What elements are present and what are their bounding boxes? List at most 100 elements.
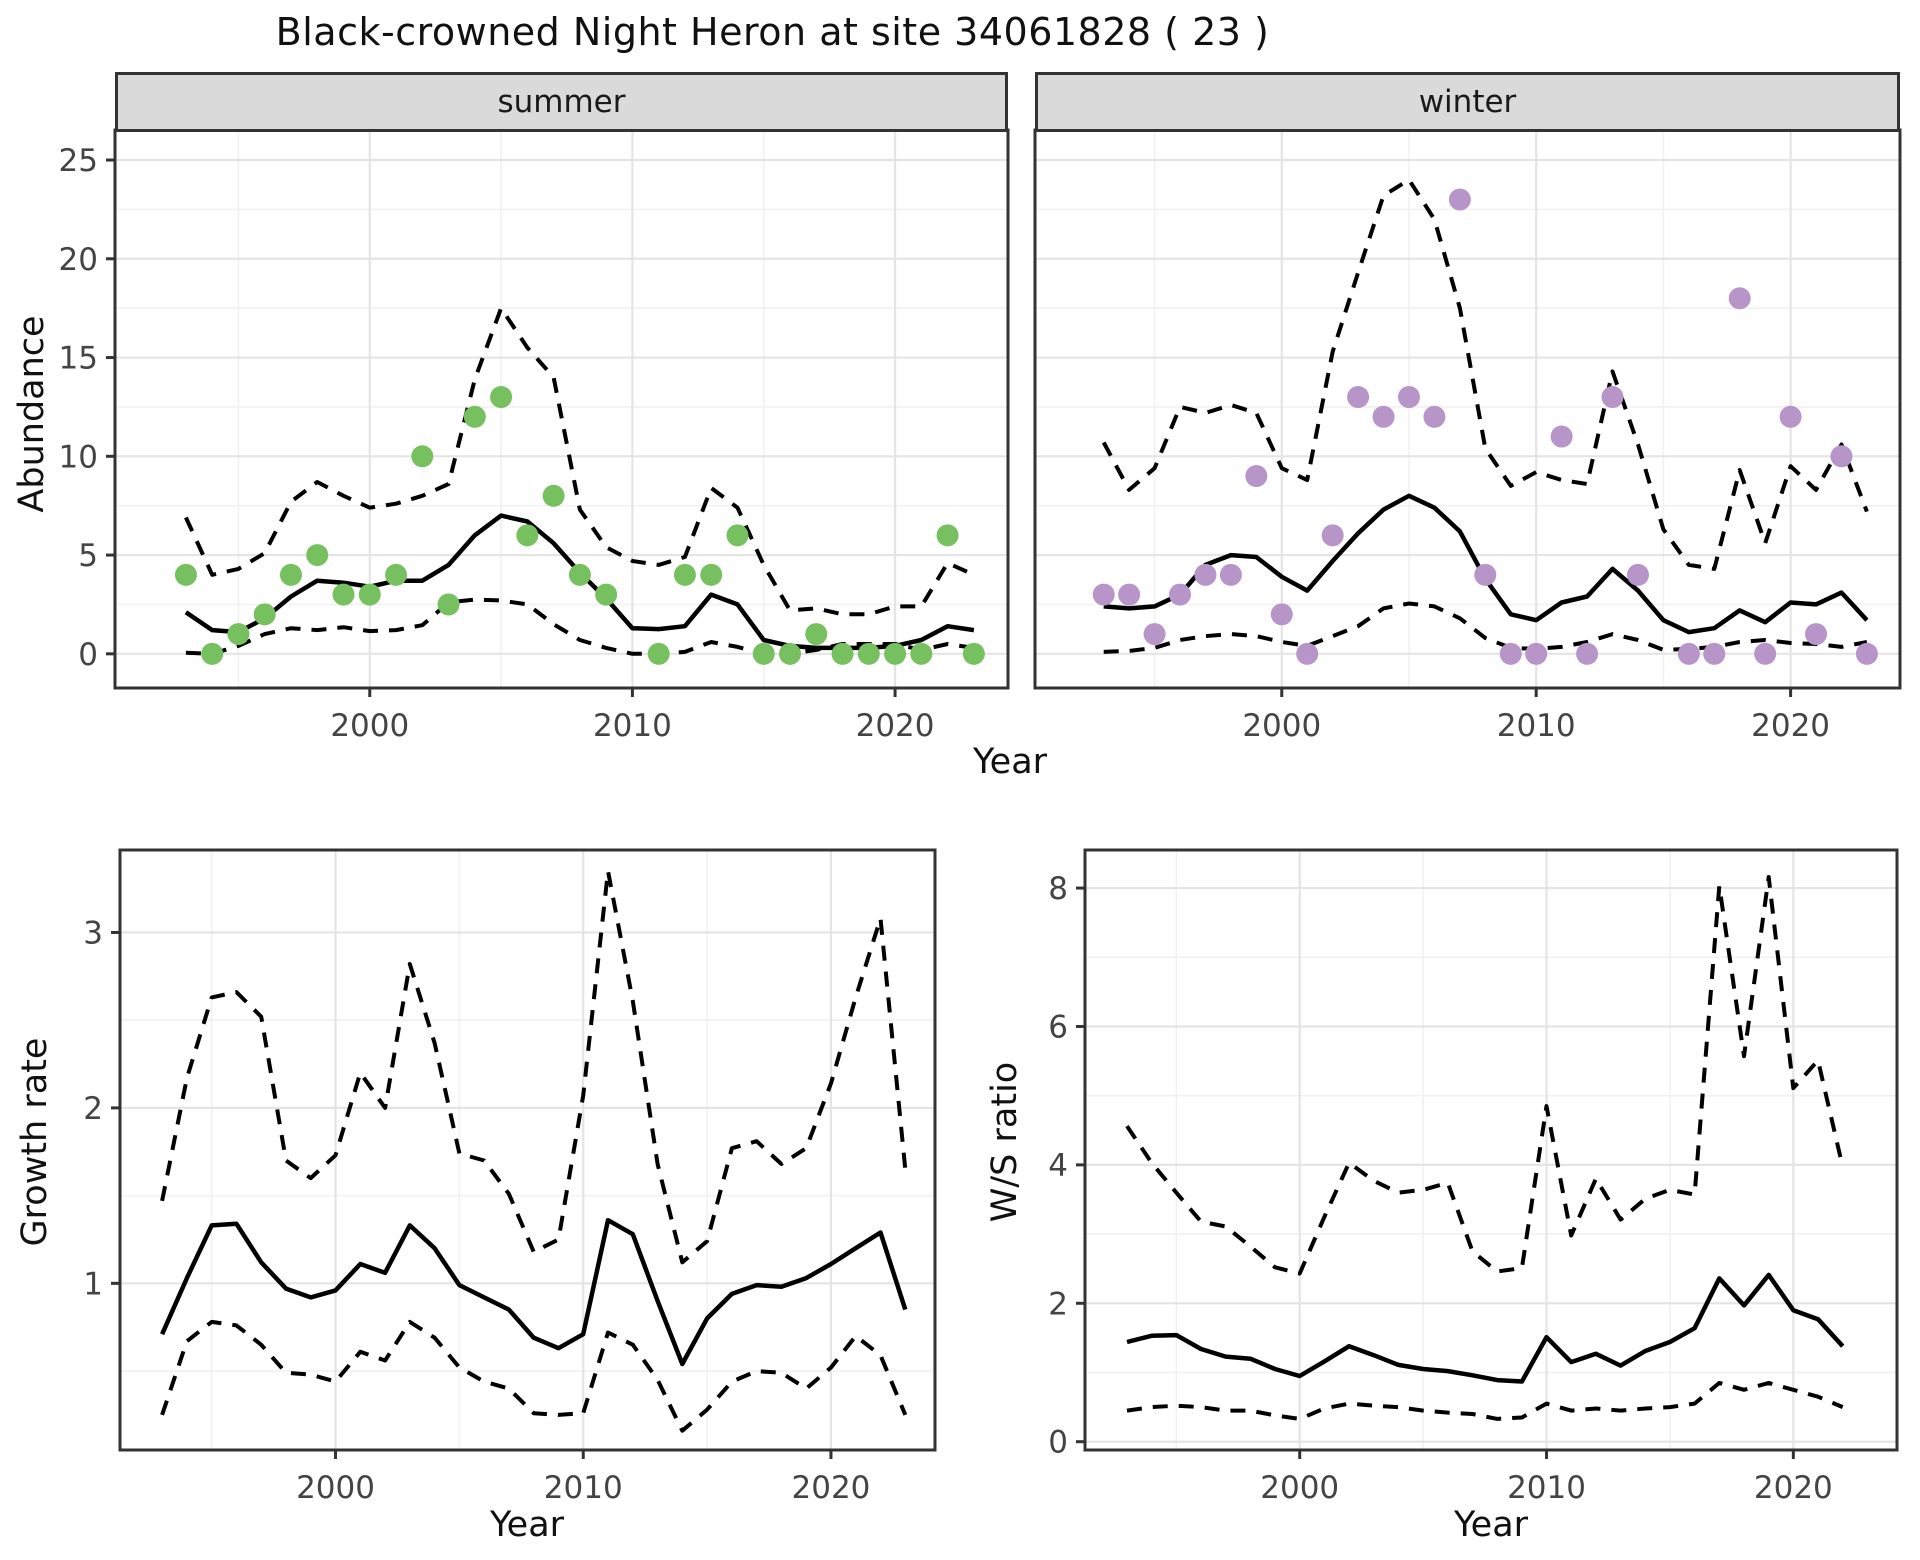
x-tick-label: 2020 — [792, 1470, 871, 1506]
facet-strip-summer: summer — [115, 72, 1008, 132]
gridlines-major — [1035, 130, 1900, 688]
x-tick-label: 2010 — [593, 708, 672, 744]
x-tick-label: 2020 — [1754, 1470, 1833, 1506]
y-tick-label: 3 — [83, 915, 103, 951]
data-point — [516, 524, 539, 547]
panel-growth: 2000 2010 2020 1 2 3 — [83, 848, 937, 1506]
axis-ticks-growth: 2000 2010 2020 1 2 3 — [83, 915, 870, 1506]
y-axis-title-ws-ratio: W/S ratio — [985, 1061, 1025, 1223]
data-point — [910, 642, 933, 665]
data-point — [831, 642, 854, 665]
data-point — [542, 484, 565, 507]
gridlines-major — [1085, 850, 1897, 1450]
data-point — [1830, 445, 1853, 468]
data-point — [700, 563, 723, 586]
data-point — [411, 445, 434, 468]
data-point — [805, 623, 828, 646]
x-tick-label: 2000 — [1242, 708, 1321, 744]
x-tick-label: 2010 — [544, 1470, 623, 1506]
data-point — [1423, 405, 1446, 428]
data-point — [385, 563, 408, 586]
y-tick-label: 10 — [59, 439, 98, 475]
data-point — [463, 405, 486, 428]
y-tick-label: 1 — [83, 1266, 103, 1302]
axis-ticks-winter: 2000 2010 2020 — [1242, 688, 1830, 744]
y-tick-label: 2 — [1048, 1286, 1068, 1322]
data-point — [1347, 386, 1370, 409]
series-upper95 — [1101, 177, 1869, 571]
facet-label-summer: summer — [497, 84, 626, 120]
data-point — [647, 642, 670, 665]
y-axis-title-growth-rate: Growth rate — [15, 1037, 55, 1247]
axis-ticks-summer: 2000 2010 2020 0 5 10 15 20 25 — [59, 143, 935, 744]
x-tick-label: 2010 — [1507, 1470, 1586, 1506]
panel-winter: 2000 2010 2020 — [1033, 128, 1902, 744]
data-point — [1448, 188, 1471, 211]
data-point — [1525, 642, 1548, 665]
y-tick-label: 25 — [59, 143, 98, 179]
x-axis-title-year-top: Year — [972, 742, 1048, 782]
series-median — [160, 1217, 908, 1367]
data-point — [1499, 642, 1522, 665]
data-point — [595, 583, 618, 606]
series-lower95 — [160, 1319, 908, 1433]
data-point — [306, 544, 329, 567]
x-tick-label: 2020 — [1751, 708, 1830, 744]
series-median — [1126, 1272, 1845, 1384]
gridlines-major — [120, 850, 935, 1450]
series-lower95 — [1103, 601, 1868, 654]
gridlines-minor — [1085, 850, 1897, 1450]
x-tick-label: 2000 — [330, 708, 409, 744]
data-point — [1550, 425, 1573, 448]
data-point — [174, 563, 197, 586]
data-point — [253, 603, 276, 626]
data-point — [568, 563, 591, 586]
y-tick-label: 8 — [1048, 871, 1068, 907]
data-point — [936, 524, 959, 547]
data-point — [962, 642, 985, 665]
data-point — [332, 583, 355, 606]
data-point — [1576, 642, 1599, 665]
data-point — [358, 583, 381, 606]
data-point — [1474, 563, 1497, 586]
panel-summer: 2000 2010 2020 0 5 10 15 20 25 — [59, 128, 1010, 744]
series-upper95 — [1125, 875, 1845, 1276]
data-point — [1169, 583, 1192, 606]
facet-label-winter: winter — [1418, 84, 1517, 120]
y-tick-label: 2 — [83, 1091, 103, 1127]
data-point — [1677, 642, 1700, 665]
data-point — [1296, 642, 1319, 665]
y-tick-label: 20 — [59, 242, 98, 278]
data-point — [1270, 603, 1293, 626]
data-point — [1728, 287, 1751, 310]
data-point — [779, 642, 802, 665]
y-tick-label: 6 — [1048, 1009, 1068, 1045]
data-point — [1245, 465, 1268, 488]
data-point — [1194, 563, 1217, 586]
y-tick-label: 0 — [1048, 1425, 1068, 1461]
data-point — [1754, 642, 1777, 665]
data-point — [490, 386, 513, 409]
data-point — [1855, 642, 1878, 665]
figure-title: Black-crowned Night Heron at site 340618… — [275, 10, 1270, 54]
y-tick-label: 0 — [78, 637, 98, 673]
y-tick-label: 15 — [59, 341, 98, 377]
y-axis-title-abundance: Abundance — [12, 315, 52, 513]
data-point — [279, 563, 302, 586]
series-observed-points — [174, 386, 985, 665]
data-point — [752, 642, 775, 665]
x-tick-label: 2000 — [1260, 1470, 1339, 1506]
data-point — [857, 642, 880, 665]
y-tick-label: 5 — [78, 538, 98, 574]
y-tick-label: 4 — [1048, 1148, 1068, 1184]
panel-ws: 2000 2010 2020 0 2 4 6 8 — [1048, 848, 1899, 1506]
data-point — [1118, 583, 1141, 606]
series-upper95 — [160, 869, 908, 1265]
data-point — [227, 623, 250, 646]
x-axis-title-year-bottom-left: Year — [489, 1505, 565, 1545]
series-upper95 — [184, 306, 975, 617]
data-point — [1601, 386, 1624, 409]
data-point — [726, 524, 749, 547]
